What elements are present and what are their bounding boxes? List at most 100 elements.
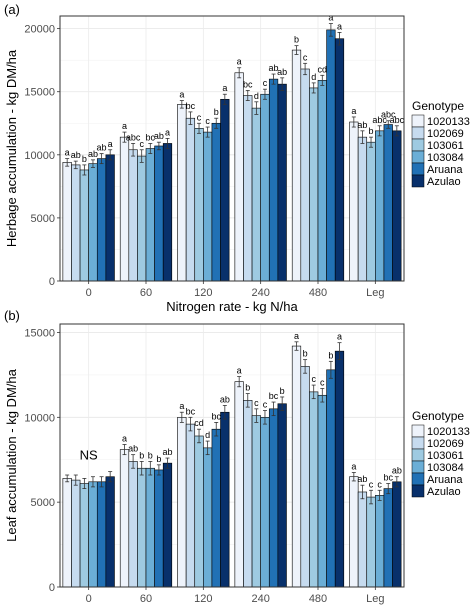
- significance-letter: bc: [186, 406, 196, 416]
- bar: [79, 483, 89, 588]
- bar: [220, 98, 230, 282]
- bar: [277, 83, 287, 282]
- y-tick-label: 15000: [24, 87, 55, 99]
- legend-title: Genotype: [412, 99, 464, 113]
- legend-label: 103061: [427, 450, 464, 462]
- legend-title: Genotype: [412, 409, 464, 423]
- bar: [185, 117, 196, 282]
- significance-letter: a: [122, 121, 127, 131]
- bar: [194, 128, 204, 282]
- bar: [366, 141, 376, 282]
- bar: [375, 495, 385, 588]
- bar: [128, 149, 138, 282]
- legend-label: Azulao: [427, 176, 461, 188]
- legend-key: [411, 460, 425, 474]
- significance-letter: ab: [357, 120, 367, 130]
- bar: [162, 143, 173, 282]
- significance-letter: ab: [97, 143, 107, 153]
- x-tick-label: 240: [251, 287, 269, 299]
- legend-label: 102069: [427, 438, 464, 450]
- y-tick-label: 20000: [24, 24, 55, 36]
- significance-letter: ab: [128, 444, 138, 454]
- significance-letter: bc: [269, 391, 279, 401]
- bar: [137, 155, 147, 282]
- legend-key: [411, 126, 425, 140]
- x-tick-label: 60: [140, 593, 152, 605]
- y-tick-label: 5000: [31, 497, 55, 509]
- significance-letter: b: [280, 386, 285, 396]
- legend-label: 1020133: [427, 116, 470, 128]
- panel-b: (b)aaaaaabbcbbabbcdcccbdcccbbcbcbbcababb…: [4, 308, 470, 606]
- significance-letter: bc: [211, 411, 221, 421]
- significance-letter: a: [165, 127, 170, 137]
- bar: [177, 417, 187, 588]
- significance-letter: ab: [269, 63, 279, 73]
- significance-letter: bc: [186, 101, 196, 111]
- significance-letter: c: [139, 139, 144, 149]
- significance-letter: a: [237, 57, 242, 67]
- panel-tag: (b): [4, 308, 20, 323]
- y-tick-label: 0: [49, 582, 55, 594]
- significance-letter: b: [294, 35, 299, 45]
- bar: [96, 481, 107, 588]
- x-tick-label: 120: [194, 287, 212, 299]
- x-tick-label: Leg: [366, 287, 384, 299]
- legend-label: 103084: [427, 462, 464, 474]
- panel-tag: (a): [4, 2, 20, 17]
- bar: [162, 462, 173, 588]
- significance-letter: ab: [154, 131, 164, 141]
- significance-letter: b: [148, 450, 153, 460]
- bar: [119, 449, 130, 588]
- bar: [383, 488, 393, 588]
- legend-key: [411, 138, 425, 152]
- significance-letter: c: [205, 116, 210, 126]
- significance-letter: a: [328, 13, 333, 23]
- significance-letter: ab: [71, 150, 81, 160]
- significance-letter: c: [320, 377, 325, 387]
- significance-letter: a: [294, 331, 299, 341]
- bar: [317, 394, 327, 588]
- y-tick-label: 10000: [24, 150, 55, 162]
- bar: [145, 148, 155, 282]
- significance-letter: a: [337, 21, 342, 31]
- significance-letter: abc: [372, 115, 387, 125]
- significance-letter: b: [245, 383, 250, 393]
- bar: [317, 80, 327, 282]
- legend: Genotype 1020133102069103061103084AruanaA…: [411, 409, 470, 498]
- x-tick-label: Leg: [366, 593, 384, 605]
- bar: [309, 87, 319, 282]
- significance-letter: a: [337, 332, 342, 342]
- bar: [251, 415, 261, 588]
- bar: [334, 350, 345, 588]
- significance-letter: ab: [392, 466, 402, 476]
- legend-key: [411, 448, 425, 462]
- bar: [291, 345, 302, 588]
- plot-border: [59, 323, 405, 588]
- significance-letter: ab: [277, 67, 287, 77]
- legend-key: [411, 424, 425, 438]
- significance-letter: c: [197, 112, 202, 122]
- legend-label: 103084: [427, 152, 464, 164]
- bar: [105, 476, 115, 588]
- bar: [234, 72, 244, 282]
- bar: [383, 124, 393, 282]
- bar: [326, 29, 336, 282]
- plot-border: [59, 15, 405, 282]
- significance-letter: a: [179, 90, 184, 100]
- bar: [211, 122, 221, 282]
- bar: [291, 49, 302, 282]
- significance-letter: b: [303, 349, 308, 359]
- legend-label: Aruana: [427, 474, 463, 486]
- legend-key: [411, 484, 425, 498]
- significance-letter: c: [311, 374, 316, 384]
- bar: [128, 461, 138, 588]
- bar: [220, 411, 230, 588]
- significance-letter: bc: [146, 132, 156, 142]
- significance-letter: c: [377, 479, 382, 489]
- bar: [62, 162, 72, 282]
- significance-letter: d: [311, 72, 316, 82]
- x-tick-label: 60: [140, 287, 152, 299]
- legend-key: [411, 436, 425, 450]
- bar: [185, 423, 196, 588]
